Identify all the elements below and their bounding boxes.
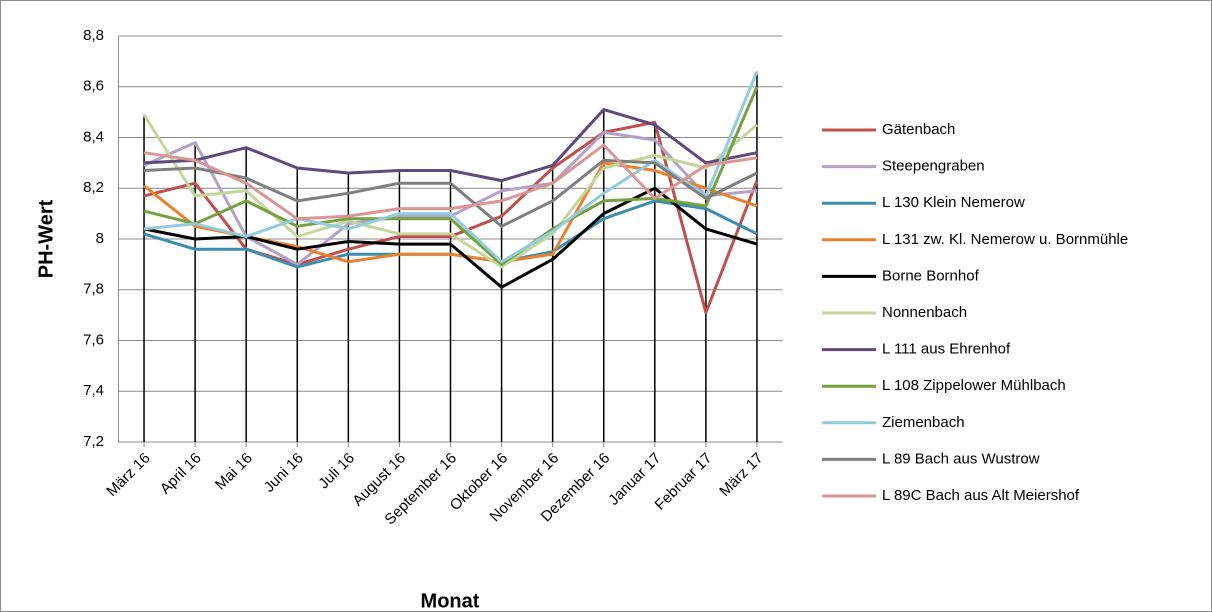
y-tick-label: 8 xyxy=(96,230,104,247)
legend-label: L 89 Bach aus Wustrow xyxy=(882,450,1040,467)
legend-label: L 108 Zippelower Mühlbach xyxy=(882,377,1066,394)
legend-label: Nonnenbach xyxy=(882,304,967,321)
series-line xyxy=(142,113,758,269)
legend-label: Ziemenbach xyxy=(882,414,965,431)
legend-label: L 89C Bach aus Alt Meiershof xyxy=(882,487,1080,504)
y-tick-label: 7,4 xyxy=(83,382,104,399)
y-tick-label: 8,8 xyxy=(83,27,104,44)
legend-label: Borne Bornhof xyxy=(882,267,980,284)
legend-label: Gätenbach xyxy=(882,121,955,138)
series-line xyxy=(143,108,758,183)
legend-label: L 131 zw. Kl. Nemerow u. Bornmühle xyxy=(882,231,1128,248)
y-tick-label: 7,2 xyxy=(83,433,104,450)
y-tick-label: 7,6 xyxy=(83,331,104,348)
legend-label: L 130 Klein Nemerow xyxy=(882,194,1025,211)
y-tick-label: 7,8 xyxy=(83,281,104,298)
y-tick-label: 8,4 xyxy=(83,128,104,145)
y-tick-label: 8,6 xyxy=(83,78,104,95)
series-line xyxy=(143,70,759,264)
series-line xyxy=(143,158,758,228)
legend-label: L 111 aus Ehrenhof xyxy=(882,341,1011,358)
legend-label: Steepengraben xyxy=(882,158,985,175)
x-axis-title: Monat xyxy=(421,590,480,612)
y-axis-title: PH-Wert xyxy=(35,199,57,278)
series-line xyxy=(143,143,758,221)
y-tick-label: 8,2 xyxy=(83,179,104,196)
